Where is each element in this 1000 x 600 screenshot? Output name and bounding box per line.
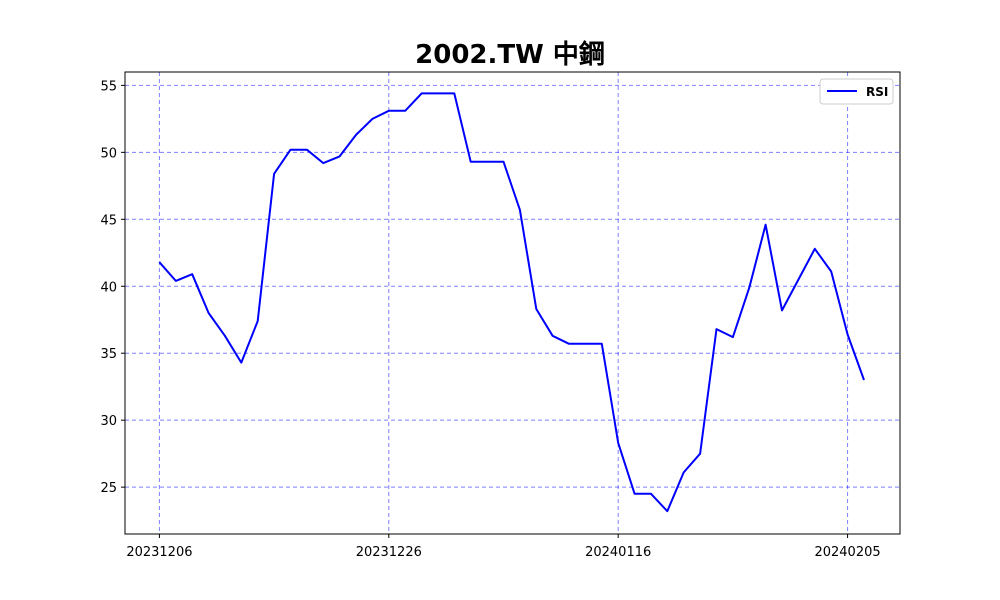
x-tick-label: 20240205	[814, 545, 880, 560]
y-tick-label: 35	[100, 347, 117, 362]
chart-title: 2002.TW 中鋼	[415, 40, 605, 70]
plot-frame	[124, 71, 901, 535]
series-line-rsi	[158, 92, 865, 513]
series-layer	[158, 92, 865, 513]
x-tick-label: 20231206	[126, 545, 192, 560]
y-tick-label: 45	[100, 213, 117, 228]
y-tick-label: 25	[100, 481, 117, 496]
y-tick-label: 40	[100, 280, 117, 295]
legend: RSI	[819, 78, 894, 105]
y-tick-label: 50	[100, 146, 117, 161]
y-tick-label: 55	[100, 79, 117, 94]
grid	[125, 72, 900, 534]
x-tick-label: 20231226	[356, 545, 422, 560]
axis-ticks: 25 30 35 40 45 50 55 20231206 20231226 20240116 20…	[100, 79, 880, 560]
legend-label: RSI	[866, 85, 888, 99]
y-tick-label: 30	[100, 414, 117, 429]
x-tick-label: 20240116	[585, 545, 651, 560]
